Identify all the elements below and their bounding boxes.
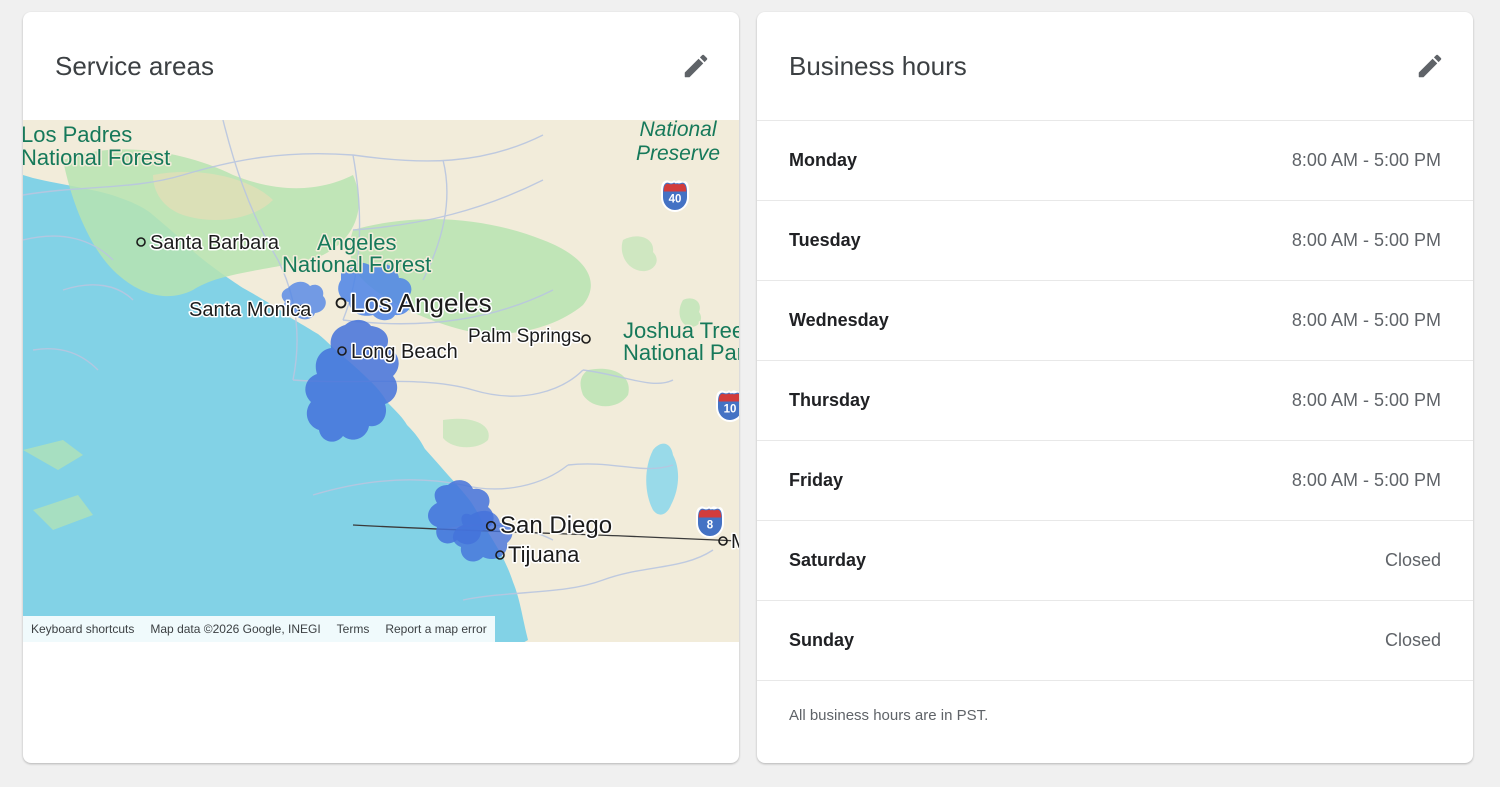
svg-text:8: 8 <box>707 520 714 532</box>
svg-text:Los Padres: Los Padres <box>23 122 132 147</box>
svg-text:National Forest: National Forest <box>282 252 431 277</box>
svg-text:Santa Barbara: Santa Barbara <box>150 232 280 254</box>
svg-text:Los Angeles: Los Angeles <box>350 288 492 318</box>
svg-text:10: 10 <box>724 404 737 416</box>
svg-text:San Diego: San Diego <box>500 512 612 539</box>
svg-text:Palm Springs: Palm Springs <box>468 326 581 347</box>
svg-text:Preserve: Preserve <box>636 142 720 165</box>
svg-text:Tijuana: Tijuana <box>508 542 580 567</box>
svg-text:Me: Me <box>731 531 739 553</box>
svg-text:National Forest: National Forest <box>23 145 170 170</box>
svg-text:40: 40 <box>669 194 682 206</box>
svg-text:National: National <box>639 120 717 141</box>
svg-text:National Park: National Park <box>623 340 739 365</box>
svg-text:Santa Monica: Santa Monica <box>189 299 312 321</box>
svg-text:Long Beach: Long Beach <box>351 341 458 363</box>
